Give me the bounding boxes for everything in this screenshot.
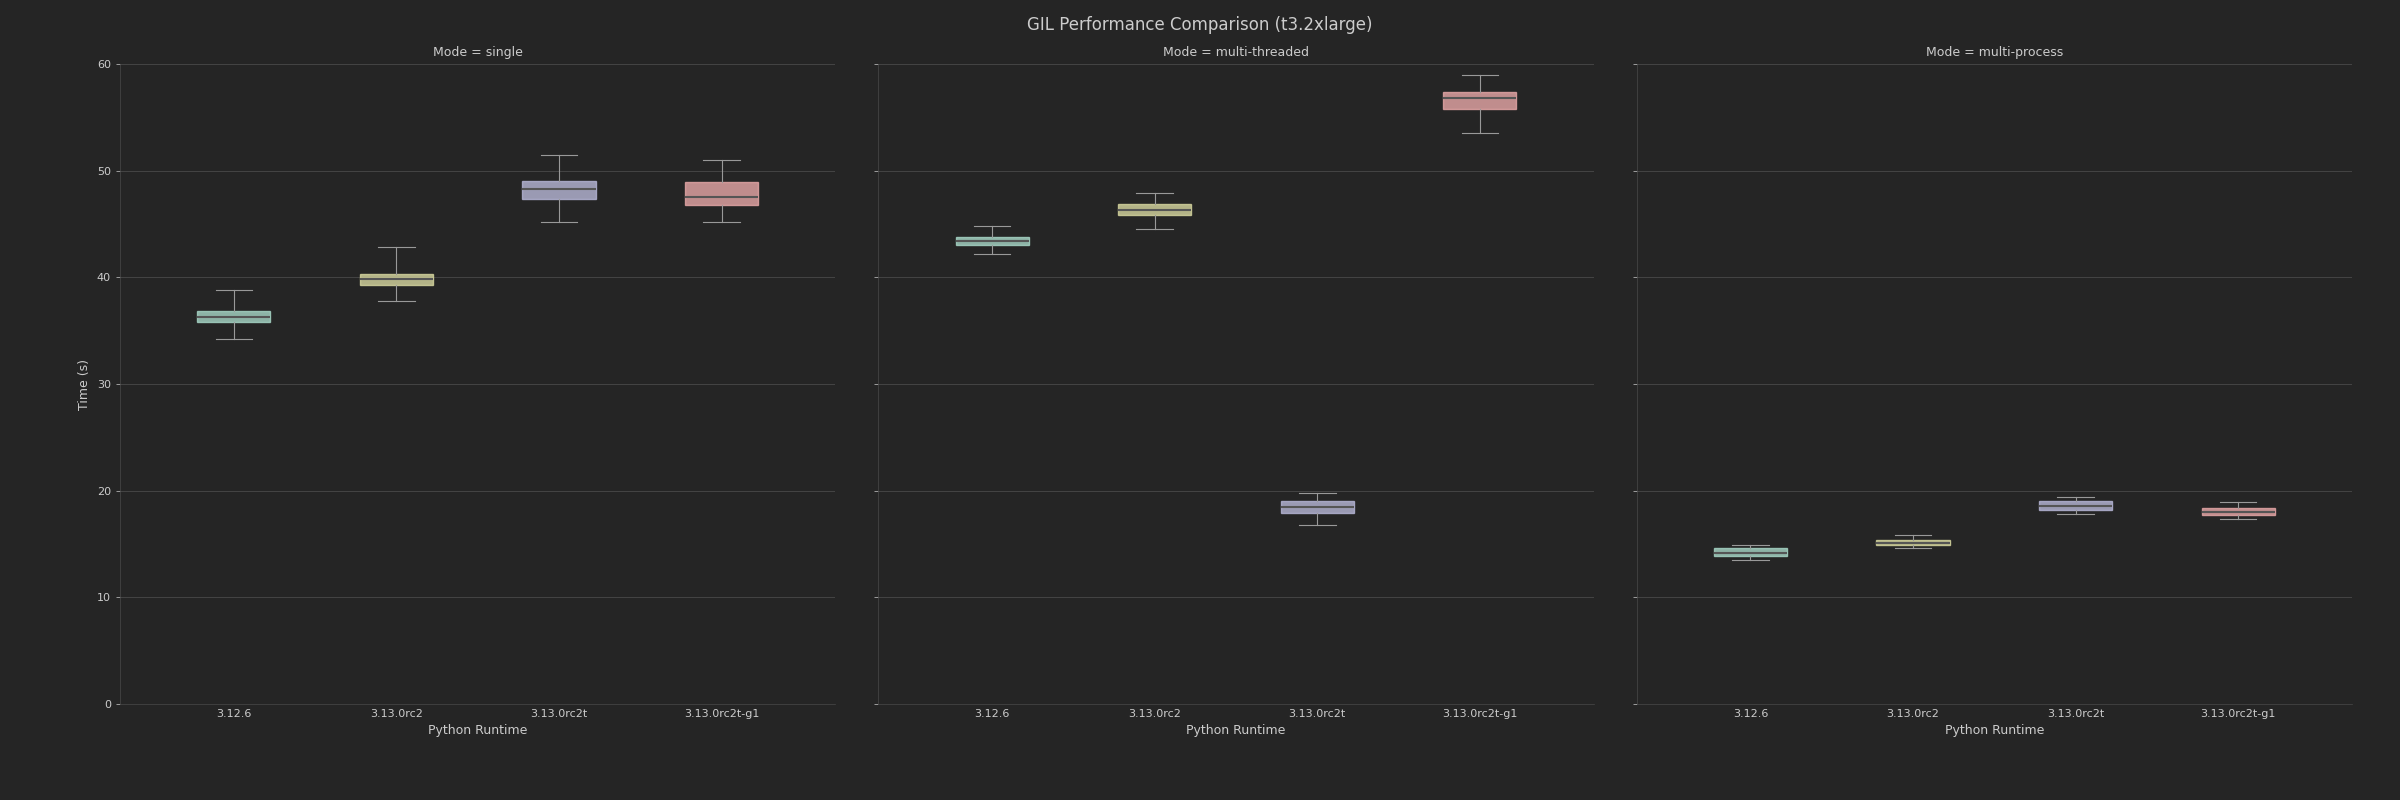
PathPatch shape (1118, 204, 1190, 215)
X-axis label: Python Runtime: Python Runtime (1944, 725, 2045, 738)
Title: Mode = single: Mode = single (432, 46, 523, 58)
Title: Mode = multi-process: Mode = multi-process (1925, 46, 2064, 58)
PathPatch shape (1877, 540, 1949, 545)
PathPatch shape (523, 182, 595, 199)
PathPatch shape (360, 274, 432, 285)
PathPatch shape (1714, 548, 1788, 556)
PathPatch shape (684, 182, 758, 205)
PathPatch shape (1442, 92, 1517, 109)
PathPatch shape (2040, 502, 2112, 510)
PathPatch shape (955, 237, 1030, 246)
X-axis label: Python Runtime: Python Runtime (427, 725, 528, 738)
X-axis label: Python Runtime: Python Runtime (1186, 725, 1286, 738)
Title: Mode = multi-threaded: Mode = multi-threaded (1164, 46, 1308, 58)
PathPatch shape (2201, 508, 2275, 515)
Y-axis label: Time (s): Time (s) (79, 358, 91, 410)
PathPatch shape (1282, 502, 1354, 513)
PathPatch shape (197, 311, 271, 322)
Text: GIL Performance Comparison (t3.2xlarge): GIL Performance Comparison (t3.2xlarge) (1027, 16, 1373, 34)
